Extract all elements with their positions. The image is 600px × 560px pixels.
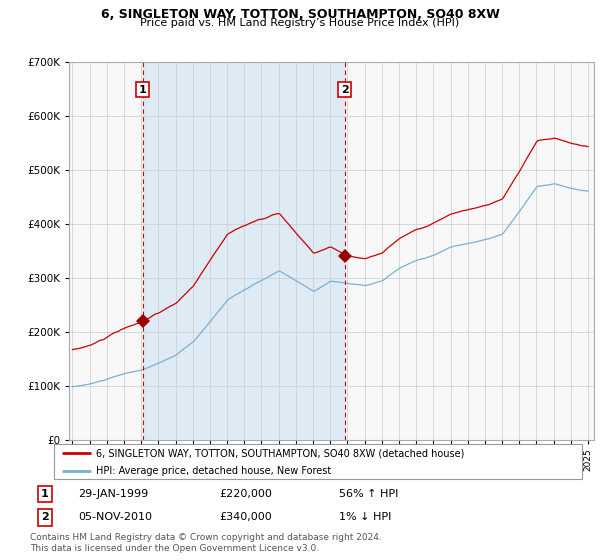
Text: 6, SINGLETON WAY, TOTTON, SOUTHAMPTON, SO40 8XW (detached house): 6, SINGLETON WAY, TOTTON, SOUTHAMPTON, S… [96,449,464,459]
Text: 6, SINGLETON WAY, TOTTON, SOUTHAMPTON, SO40 8XW: 6, SINGLETON WAY, TOTTON, SOUTHAMPTON, S… [101,8,499,21]
Text: Price paid vs. HM Land Registry’s House Price Index (HPI): Price paid vs. HM Land Registry’s House … [140,18,460,29]
Text: 56% ↑ HPI: 56% ↑ HPI [339,489,398,499]
Text: 05-NOV-2010: 05-NOV-2010 [78,512,152,522]
Text: £340,000: £340,000 [219,512,272,522]
Bar [143,62,344,440]
Text: 29-JAN-1999: 29-JAN-1999 [78,489,148,499]
Text: 1: 1 [139,85,146,95]
Text: 1: 1 [41,489,49,499]
Text: 1% ↓ HPI: 1% ↓ HPI [339,512,391,522]
Text: HPI: Average price, detached house, New Forest: HPI: Average price, detached house, New … [96,466,331,476]
Text: £220,000: £220,000 [219,489,272,499]
Text: 2: 2 [41,512,49,522]
Text: Contains HM Land Registry data © Crown copyright and database right 2024.
This d: Contains HM Land Registry data © Crown c… [30,533,382,553]
FancyBboxPatch shape [54,444,582,479]
Text: 2: 2 [341,85,349,95]
